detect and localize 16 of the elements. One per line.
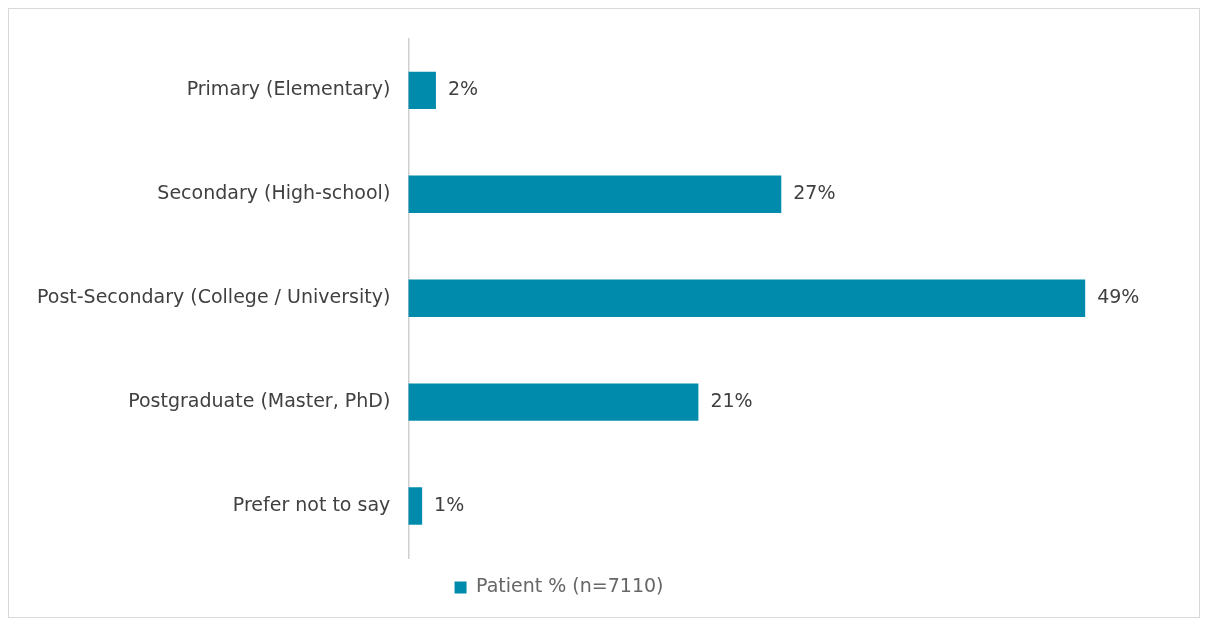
y-tick-label: Secondary (High-school) bbox=[157, 181, 391, 204]
y-tick-label: Post-Secondary (College / University) bbox=[37, 285, 391, 308]
y-tick-label: Primary (Elementary) bbox=[186, 77, 391, 100]
y-tick-label: Prefer not to say bbox=[232, 492, 391, 515]
data-label: 2% bbox=[447, 77, 479, 100]
data-label: 21% bbox=[710, 389, 753, 412]
bar bbox=[408, 279, 1086, 317]
y-tick-label: Postgraduate (Master, PhD) bbox=[128, 389, 391, 412]
bar bbox=[408, 175, 782, 213]
bar bbox=[408, 71, 436, 110]
data-label: 27% bbox=[793, 181, 836, 204]
bar bbox=[408, 383, 699, 421]
bar bbox=[408, 487, 423, 525]
legend-label: Patient % (n=7110) bbox=[476, 574, 664, 597]
data-label: 49% bbox=[1097, 285, 1140, 308]
data-label: 1% bbox=[434, 492, 465, 515]
